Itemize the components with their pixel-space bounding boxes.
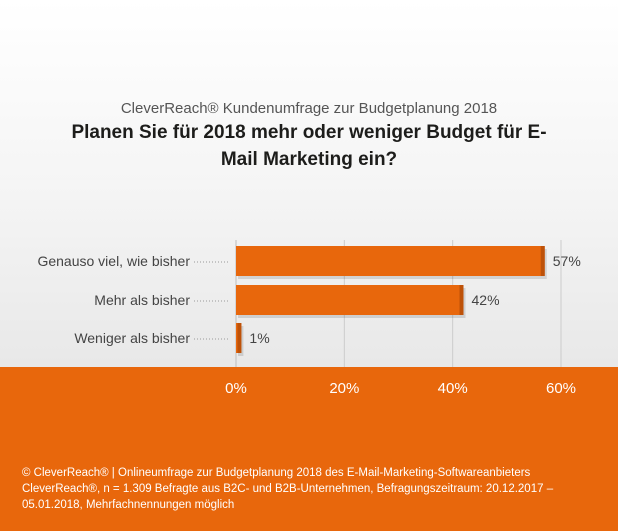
x-tick-label: 60% xyxy=(546,380,576,397)
bar-edge xyxy=(540,246,545,276)
x-tick-label: 40% xyxy=(438,380,468,397)
category-label: Mehr als bisher xyxy=(94,292,190,308)
category-label: Genauso viel, wie bisher xyxy=(37,253,190,269)
x-tick-label: 20% xyxy=(329,380,359,397)
value-label: 57% xyxy=(553,253,581,269)
bar-edge xyxy=(459,285,464,315)
footer-band xyxy=(0,367,618,531)
value-label: 1% xyxy=(249,330,269,346)
chart-title: Planen Sie für 2018 mehr oder weniger Bu… xyxy=(71,122,547,170)
bar xyxy=(236,285,464,315)
value-label: 42% xyxy=(472,292,500,308)
x-tick-label: 0% xyxy=(225,380,247,397)
chart-subtitle: CleverReach® Kundenumfrage zur Budgetpla… xyxy=(120,100,498,117)
category-label: Weniger als bisher xyxy=(74,330,190,346)
bar-edge xyxy=(237,323,242,353)
footer-note: © CleverReach® | Onlineumfrage zur Budge… xyxy=(22,467,554,511)
bar xyxy=(236,246,545,276)
